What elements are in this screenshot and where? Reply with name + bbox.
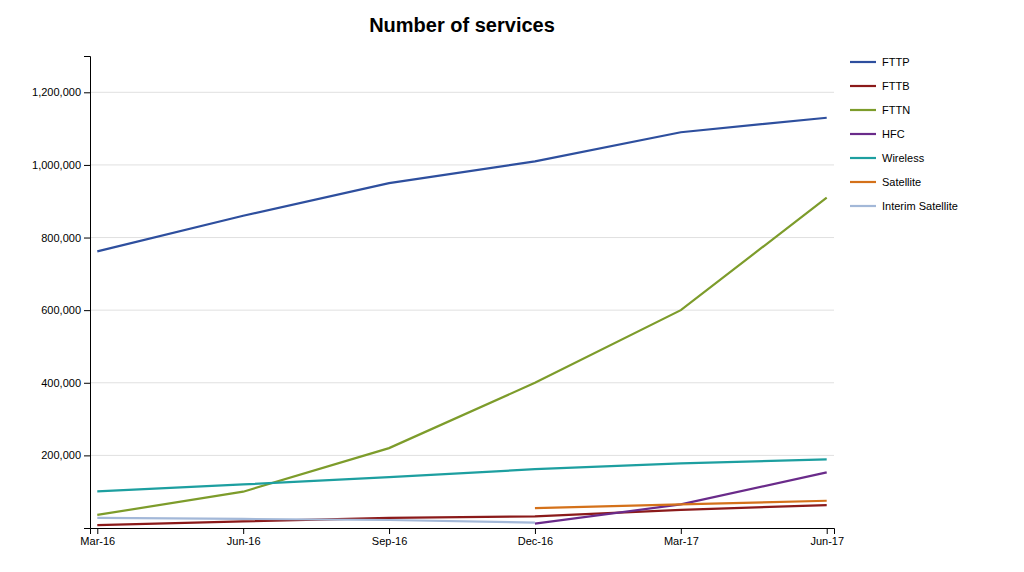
legend-swatch xyxy=(850,109,876,111)
grid-line xyxy=(90,310,834,311)
series-line xyxy=(97,518,535,523)
y-tick-label: 200,000 xyxy=(41,449,81,461)
x-tick: Mar-16 xyxy=(80,528,115,547)
y-tick-mark xyxy=(84,455,90,456)
y-tick-mark xyxy=(84,165,90,166)
y-tick-label: 600,000 xyxy=(41,304,81,316)
series-line xyxy=(97,118,826,252)
legend-swatch xyxy=(850,61,876,63)
y-tick-label: 800,000 xyxy=(41,232,81,244)
x-axis: Mar-16 Jun-16 Sep-16 Dec-16 Mar-17 Jun-17 xyxy=(80,528,844,547)
x-tick-label: Sep-16 xyxy=(372,535,407,547)
grid-line xyxy=(90,455,834,456)
x-tick: Dec-16 xyxy=(518,528,553,547)
x-tick: Sep-16 xyxy=(372,528,407,547)
series-line xyxy=(97,505,826,525)
series-line xyxy=(535,472,827,523)
y-tick-mark xyxy=(84,310,90,311)
legend: FTTP FTTB FTTN HFC Wireless Satellite Interim … xyxy=(850,56,958,212)
x-tick-mark xyxy=(681,528,682,534)
y-axis-line xyxy=(84,57,91,529)
grid-line xyxy=(90,237,834,238)
legend-label: FTTP xyxy=(882,56,910,68)
x-tick-mark xyxy=(389,528,390,534)
y-tick: 800,000 xyxy=(41,232,90,244)
y-tick-mark xyxy=(84,383,90,384)
legend-item: Wireless xyxy=(850,152,925,164)
x-tick-mark xyxy=(243,528,244,534)
y-tick-mark xyxy=(84,238,90,239)
y-tick-label: 1,000,000 xyxy=(32,159,81,171)
y-tick: 600,000 xyxy=(41,304,90,316)
grid-line xyxy=(90,164,834,165)
series-line xyxy=(535,501,827,508)
x-tick-mark xyxy=(97,528,98,534)
chart: 200,000 400,000 600,000 800,000 1,000,000 1,2… xyxy=(0,0,1024,572)
series-line xyxy=(97,459,826,491)
title: Number of services xyxy=(369,14,555,36)
y-tick: 1,200,000 xyxy=(32,86,90,98)
legend-label: HFC xyxy=(882,128,905,140)
legend-item: FTTN xyxy=(850,104,910,116)
legend-item: FTTB xyxy=(850,80,910,92)
grid xyxy=(90,92,834,455)
legend-swatch xyxy=(850,85,876,87)
x-axis-line xyxy=(91,529,835,535)
legend-label: Wireless xyxy=(882,152,925,164)
legend-swatch xyxy=(850,205,876,207)
plot: 200,000 400,000 600,000 800,000 1,000,000 1,2… xyxy=(32,57,844,547)
x-tick: Jun-17 xyxy=(810,528,844,547)
legend-swatch xyxy=(850,157,876,159)
legend-label: FTTN xyxy=(882,104,910,116)
y-tick-mark xyxy=(84,92,90,93)
grid-line xyxy=(90,382,834,383)
y-tick-label: 1,200,000 xyxy=(32,86,81,98)
series-line xyxy=(97,198,826,515)
x-tick-label: Mar-17 xyxy=(664,535,699,547)
legend-item: Satellite xyxy=(850,176,921,188)
legend-swatch xyxy=(850,133,876,135)
y-tick: 200,000 xyxy=(41,449,90,461)
x-tick-label: Mar-16 xyxy=(80,535,115,547)
x-tick-mark xyxy=(535,528,536,534)
x-tick-label: Jun-17 xyxy=(810,535,844,547)
y-tick-label: 400,000 xyxy=(41,377,81,389)
x-tick: Mar-17 xyxy=(664,528,699,547)
y-tick: 1,000,000 xyxy=(32,159,90,171)
x-tick-label: Jun-16 xyxy=(227,535,261,547)
y-axis: 200,000 400,000 600,000 800,000 1,000,000 1,2… xyxy=(32,57,90,529)
legend-item: Interim Satellite xyxy=(850,200,958,212)
legend-label: FTTB xyxy=(882,80,910,92)
legend-swatch xyxy=(850,181,876,183)
grid-line xyxy=(90,92,834,93)
x-tick-label: Dec-16 xyxy=(518,535,553,547)
legend-label: Satellite xyxy=(882,176,921,188)
x-tick: Jun-16 xyxy=(227,528,261,547)
legend-label: Interim Satellite xyxy=(882,200,958,212)
series-group xyxy=(97,118,826,525)
legend-item: HFC xyxy=(850,128,905,140)
x-tick-mark xyxy=(827,528,828,534)
legend-item: FTTP xyxy=(850,56,910,68)
y-tick: 400,000 xyxy=(41,377,90,389)
